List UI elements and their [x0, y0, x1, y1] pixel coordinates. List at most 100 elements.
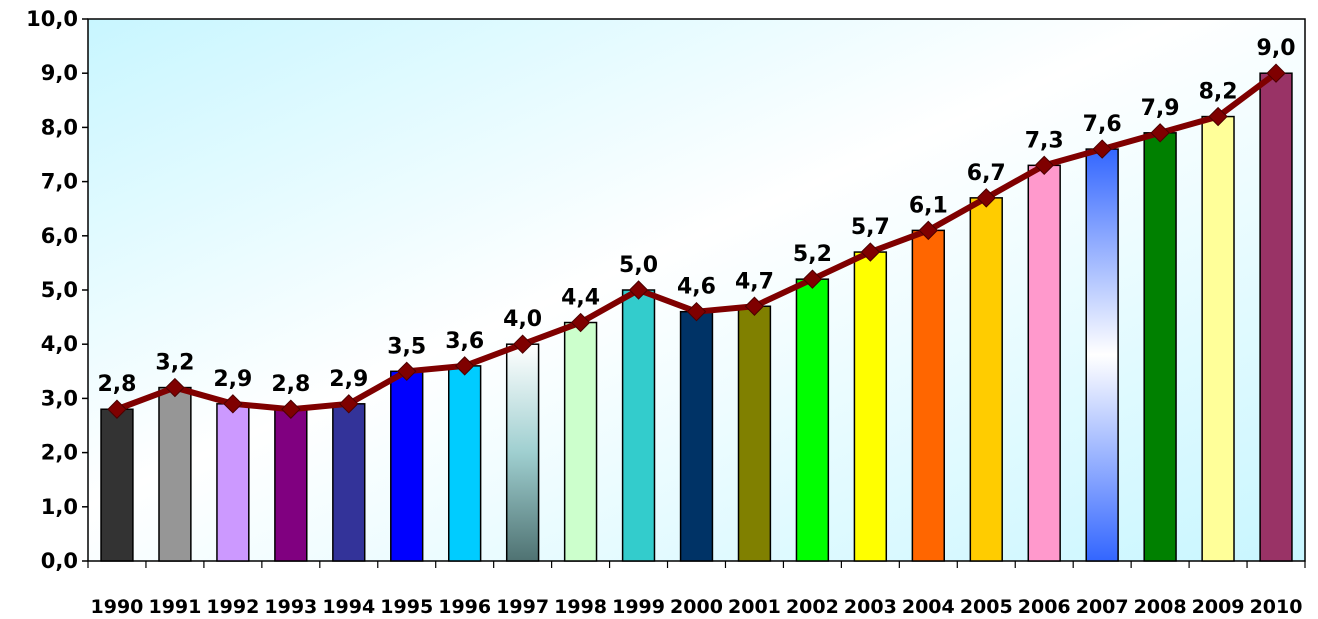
y-tick-label: 2,0	[41, 441, 78, 465]
x-tick-label: 2006	[1018, 596, 1071, 618]
data-label: 4,6	[677, 275, 716, 300]
x-tick-label: 2001	[728, 596, 781, 618]
bar-2007	[1085, 148, 1119, 562]
trend-marker-2002	[802, 269, 823, 289]
x-tick-label: 2007	[1076, 596, 1129, 618]
trend-marker-2006	[1034, 155, 1054, 176]
y-axis: 0,0 1,0 2,0 3,0 4,0 5,0 6,0 7,0 8,0 9,0 10,0	[26, 7, 88, 573]
data-label: 5,2	[793, 242, 832, 267]
bar-1998	[563, 321, 598, 562]
y-tick-label: 9,0	[41, 61, 78, 85]
x-tick-label: 1995	[380, 596, 433, 618]
trend-marker-2008	[1150, 123, 1170, 143]
x-tick-label: 2000	[670, 596, 723, 618]
data-labels: 2,8 3,2 2,9 2,8 2,9 3,5 3,6 4,0 4,4 5,0 4,6 4,7 5,2 5…	[97, 36, 1295, 397]
data-label: 3,6	[445, 329, 484, 354]
bar-1993	[274, 408, 308, 562]
x-tick-label: 1998	[554, 596, 607, 618]
data-label: 4,7	[735, 269, 774, 294]
trend-marker-1994	[339, 394, 359, 414]
trend-marker-2004	[918, 220, 939, 241]
y-tick-label: 1,0	[41, 495, 78, 519]
trend-marker-2009	[1208, 106, 1228, 127]
trend-marker-2010	[1266, 63, 1286, 83]
bar-2005	[969, 197, 1003, 562]
bar-1992	[216, 403, 250, 562]
bar-1994	[332, 403, 366, 562]
y-tick-label: 5,0	[41, 278, 78, 302]
data-label: 7,6	[1083, 112, 1122, 137]
trend-marker-2000	[686, 301, 707, 322]
x-tick-label: 1994	[322, 596, 375, 618]
data-label: 8,2	[1199, 80, 1238, 105]
data-label: 2,9	[213, 367, 252, 392]
x-tick-label: 1992	[206, 596, 259, 618]
y-tick-label: 10,0	[26, 7, 78, 31]
data-label: 2,9	[329, 367, 368, 392]
x-tick-label: 1991	[148, 596, 201, 618]
bar-2003	[853, 251, 888, 562]
x-tick-label: 1993	[264, 596, 317, 618]
y-tick-label: 0,0	[41, 549, 78, 573]
trend-marker-1991	[165, 377, 185, 398]
y-tick-label: 4,0	[41, 332, 78, 356]
bar-2008	[1143, 132, 1177, 562]
trend-marker-1997	[512, 334, 533, 354]
x-tick-label: 2003	[844, 596, 897, 618]
y-tick-label: 6,0	[41, 224, 78, 248]
y-tick-label: 7,0	[41, 170, 78, 194]
bar-2001	[737, 305, 772, 562]
bar-2010	[1259, 72, 1293, 562]
bar-2009	[1201, 115, 1235, 562]
x-tick-label: 2008	[1134, 596, 1187, 618]
bar-1990	[100, 408, 134, 562]
trend-marker-1999	[628, 280, 649, 300]
trend-marker-1992	[223, 394, 243, 414]
bar-1997	[505, 343, 540, 562]
x-tick-label: 1997	[496, 596, 549, 618]
x-axis: 1990 1991 1992 1993 1994 1995 1996 1997 1998 1999…	[87, 561, 1306, 618]
data-label: 7,3	[1025, 128, 1064, 153]
trend-marker-2005	[976, 188, 996, 208]
data-label: 3,2	[155, 351, 194, 376]
data-label: 5,7	[851, 215, 890, 240]
bar-1999	[621, 289, 656, 562]
y-tick-label: 8,0	[41, 115, 78, 139]
trend-marker-1990	[107, 399, 127, 419]
bar-2006	[1027, 164, 1061, 562]
x-tick-label: 2005	[960, 596, 1013, 618]
trend-marker-2001	[744, 296, 765, 316]
bar-2002	[795, 278, 830, 562]
y-tick-label: 3,0	[41, 386, 78, 410]
trend-marker-1996	[454, 356, 475, 376]
x-tick-label: 2002	[786, 596, 839, 618]
data-label: 2,8	[97, 372, 136, 397]
data-label: 2,8	[271, 372, 310, 397]
bar-1996	[448, 365, 482, 562]
bar-1995	[390, 370, 424, 562]
bar-1991	[158, 386, 192, 562]
data-label: 6,1	[909, 193, 948, 218]
x-tick-label: 2004	[902, 596, 955, 618]
x-tick-label: 2009	[1192, 596, 1245, 618]
x-tick-label: 2010	[1250, 596, 1303, 618]
trend-marker-1995	[397, 361, 417, 382]
data-label: 5,0	[619, 253, 658, 278]
trend-marker-2003	[860, 242, 881, 262]
trend-marker-1998	[570, 312, 591, 333]
bar-2000	[679, 310, 714, 562]
x-tick-label: 1996	[438, 596, 491, 618]
x-tick-label: 1999	[612, 596, 665, 618]
trend-marker-2007	[1092, 139, 1112, 159]
bar-2004	[911, 229, 945, 562]
data-label: 6,7	[967, 161, 1006, 186]
data-label: 4,0	[503, 307, 542, 332]
data-label: 3,5	[387, 334, 426, 359]
data-label: 4,4	[561, 286, 600, 311]
data-label: 9,0	[1257, 36, 1296, 61]
trend-marker-1993	[281, 399, 301, 419]
data-label: 7,9	[1141, 96, 1180, 121]
x-tick-label: 1990	[91, 596, 144, 618]
trend-line	[107, 63, 1286, 419]
